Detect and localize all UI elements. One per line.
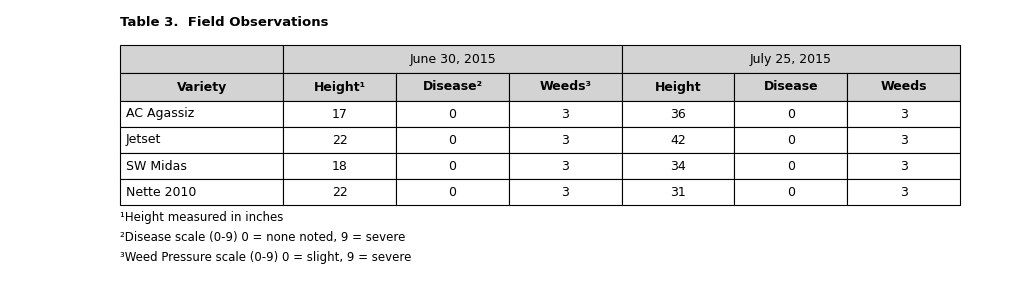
Text: 42: 42 — [671, 134, 686, 147]
Bar — [622, 127, 734, 153]
Bar — [847, 127, 959, 153]
Bar — [284, 73, 396, 101]
Text: ³Weed Pressure scale (0-9) 0 = slight, 9 = severe: ³Weed Pressure scale (0-9) 0 = slight, 9… — [120, 252, 412, 265]
Text: Variety: Variety — [176, 80, 227, 94]
Bar — [396, 101, 509, 127]
Bar — [396, 73, 509, 101]
Bar — [734, 101, 847, 127]
Bar — [734, 73, 847, 101]
Bar — [120, 45, 284, 73]
Text: 0: 0 — [786, 185, 795, 198]
Text: 34: 34 — [671, 160, 686, 172]
Text: 0: 0 — [786, 134, 795, 147]
Bar — [284, 127, 396, 153]
Bar — [284, 45, 622, 73]
Text: 3: 3 — [561, 107, 569, 120]
Text: 0: 0 — [449, 160, 457, 172]
Text: 31: 31 — [671, 185, 686, 198]
Bar — [120, 179, 284, 205]
Text: 22: 22 — [332, 134, 348, 147]
Bar — [734, 179, 847, 205]
Text: Jetset: Jetset — [126, 134, 162, 147]
Bar — [734, 153, 847, 179]
Bar — [622, 101, 734, 127]
Bar — [120, 127, 284, 153]
Text: Height: Height — [654, 80, 701, 94]
Text: 3: 3 — [900, 107, 907, 120]
Text: 3: 3 — [561, 160, 569, 172]
Text: AC Agassiz: AC Agassiz — [126, 107, 195, 120]
Text: 3: 3 — [900, 134, 907, 147]
Bar — [284, 101, 396, 127]
Text: Weeds³: Weeds³ — [540, 80, 592, 94]
Bar — [509, 179, 622, 205]
Bar — [120, 101, 284, 127]
Bar — [284, 179, 396, 205]
Bar — [509, 127, 622, 153]
Bar — [396, 179, 509, 205]
Text: Nette 2010: Nette 2010 — [126, 185, 197, 198]
Text: 3: 3 — [900, 160, 907, 172]
Text: Table 3.  Field Observations: Table 3. Field Observations — [120, 15, 329, 29]
Bar — [509, 101, 622, 127]
Text: Disease: Disease — [764, 80, 818, 94]
Text: Weeds: Weeds — [881, 80, 927, 94]
Text: Height¹: Height¹ — [313, 80, 366, 94]
Text: SW Midas: SW Midas — [126, 160, 186, 172]
Text: June 30, 2015: June 30, 2015 — [410, 52, 496, 66]
Bar — [847, 73, 959, 101]
Bar — [734, 127, 847, 153]
Bar — [120, 153, 284, 179]
Text: 0: 0 — [786, 107, 795, 120]
Text: 3: 3 — [900, 185, 907, 198]
Bar — [847, 101, 959, 127]
Bar — [396, 127, 509, 153]
Text: ¹Height measured in inches: ¹Height measured in inches — [120, 212, 284, 225]
Bar — [847, 179, 959, 205]
Text: 0: 0 — [449, 107, 457, 120]
Bar — [622, 179, 734, 205]
Text: 0: 0 — [449, 134, 457, 147]
Bar — [622, 45, 959, 73]
Bar — [120, 73, 284, 101]
Text: Disease²: Disease² — [423, 80, 482, 94]
Bar — [509, 73, 622, 101]
Text: ²Disease scale (0-9) 0 = none noted, 9 = severe: ²Disease scale (0-9) 0 = none noted, 9 =… — [120, 231, 406, 244]
Text: July 25, 2015: July 25, 2015 — [750, 52, 831, 66]
Text: 18: 18 — [332, 160, 348, 172]
Bar — [622, 73, 734, 101]
Bar — [622, 153, 734, 179]
Text: 0: 0 — [449, 185, 457, 198]
Text: 17: 17 — [332, 107, 348, 120]
Text: 22: 22 — [332, 185, 348, 198]
Text: 3: 3 — [561, 185, 569, 198]
Bar — [847, 153, 959, 179]
Bar — [509, 153, 622, 179]
Bar — [396, 153, 509, 179]
Text: 36: 36 — [671, 107, 686, 120]
Bar — [284, 153, 396, 179]
Text: 0: 0 — [786, 160, 795, 172]
Text: 3: 3 — [561, 134, 569, 147]
